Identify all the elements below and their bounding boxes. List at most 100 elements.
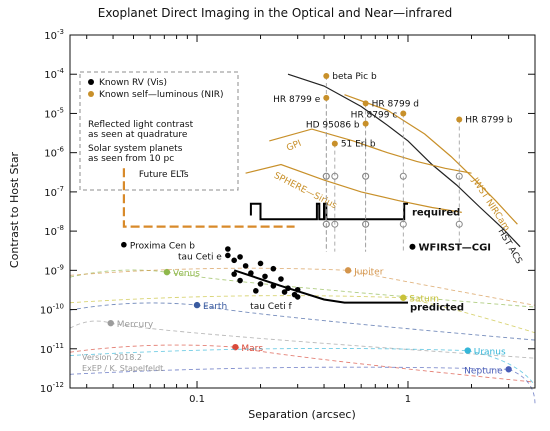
named-point-label: tau Ceti e: [178, 252, 222, 262]
projected-point: [331, 220, 339, 228]
projected-point: [362, 172, 370, 180]
y-tick-label: 10-3: [44, 28, 64, 42]
self-luminous-label: 51 Eri b: [341, 140, 376, 150]
solar-planet-label: Mercury: [117, 320, 154, 330]
planet-orbit: [69, 344, 236, 353]
projected-point: [455, 220, 463, 228]
projected-point: [455, 172, 463, 180]
legend-note: Reflected light contrast: [88, 120, 194, 130]
legend-box: [79, 71, 239, 191]
planet-orbit: [347, 269, 536, 306]
planet-orbit: [235, 346, 536, 383]
predicted-curve: [233, 269, 408, 304]
x-axis-label: Separation (arcsec): [248, 408, 356, 421]
self-luminous-label: HR 8799 c: [351, 110, 398, 120]
solar-planet-label: Earth: [203, 302, 227, 312]
solar-planet-label: Neptune: [464, 366, 503, 376]
solar-planet-point: [400, 294, 407, 301]
projected-point: [399, 172, 407, 180]
rv-planet-point: [270, 283, 277, 289]
y-tick-label: 10-11: [40, 342, 64, 356]
contrast-curve: [245, 163, 462, 213]
legend: Known RV (Vis) Known self—luminous (NIR) R…: [79, 71, 239, 191]
solar-system-orbits: VenusEarthMercuryMarsJupiterSaturnUranus…: [69, 267, 536, 405]
y-axis-label: Contrast to Host Star: [8, 151, 21, 268]
planet-orbit: [69, 295, 404, 304]
y-tick-label: 10-8: [44, 224, 64, 238]
y-tick-label: 10-5: [44, 106, 64, 120]
contrast-curve: [269, 128, 472, 174]
legend-note: as seen at quadrature: [88, 130, 188, 140]
future-elts-curve: [122, 168, 295, 228]
y-tick-label: 10-6: [44, 146, 64, 160]
rv-planet-point: [237, 277, 243, 284]
planet-orbit: [69, 267, 349, 276]
version-text: ExEP / K. Stapelfeldt: [82, 364, 163, 373]
planet-orbit: [110, 322, 536, 359]
data-points: [121, 73, 463, 300]
self-luminous-point: [323, 94, 330, 101]
self-luminous-label: beta Pic b: [332, 72, 377, 82]
named-point: [409, 243, 416, 250]
contrast-curve: [287, 73, 521, 248]
self-luminous-point: [456, 116, 463, 123]
planet-orbit: [69, 302, 198, 311]
legend-note: as seen from 10 pc: [88, 154, 174, 164]
rv-planet-point: [225, 252, 231, 259]
solar-planet-point: [505, 366, 512, 373]
rv-planet-point: [294, 286, 301, 293]
rv-planet-point: [231, 257, 237, 264]
solar-planet-point: [464, 347, 471, 354]
curve-label: JWST NIRCam: [469, 175, 511, 233]
solar-planet-label: Uranus: [474, 348, 506, 358]
rv-planet-point: [257, 281, 264, 287]
plot-frame: [69, 34, 536, 389]
x-tick-label: 0.1: [189, 394, 205, 405]
legend-marker: [88, 79, 94, 85]
projected-point: [362, 220, 370, 228]
self-luminous-label: HR 8799 d: [372, 99, 419, 109]
rv-planet-point: [231, 271, 237, 277]
y-tick-label: 10-10: [40, 303, 64, 317]
legend-note: Solar system planets: [88, 144, 183, 154]
planet-orbit: [69, 320, 111, 329]
solar-planet-point: [193, 301, 201, 309]
self-luminous-point: [331, 140, 338, 147]
solar-planet-label: Jupiter: [353, 267, 384, 277]
legend-entry: Known RV (Vis): [99, 78, 167, 88]
rv-planet-point: [285, 285, 291, 292]
rv-planet-point: [257, 260, 264, 267]
rv-planet-point: [225, 246, 231, 252]
solar-planet-point: [107, 319, 114, 327]
solar-planet-point: [163, 268, 171, 276]
planet-orbit: [166, 271, 536, 308]
self-luminous-label: HR 8799 b: [465, 116, 513, 126]
projected-point: [399, 220, 407, 228]
requirement-lines: Future ELTs required predicted: [122, 168, 464, 314]
projected-point: [322, 172, 330, 180]
y-tick-label: 10-7: [44, 185, 64, 199]
legend-entry: Known self—luminous (NIR): [99, 90, 224, 100]
solar-planet-point: [344, 267, 352, 274]
named-point-label: Proxima Cen b: [130, 242, 195, 252]
annotations: beta Pic b HR 8799 e HR 8799 dHR 8799 c HR …: [82, 72, 513, 373]
named-point-label: WFIRST—CGI: [418, 243, 491, 254]
solar-planet-label: Saturn: [409, 295, 439, 305]
axes: 10-310-410-510-610-710-810-910-1010-1110…: [40, 28, 536, 405]
rv-planet-point: [248, 270, 254, 276]
rv-planet-point: [278, 276, 284, 282]
planet-orbit: [196, 304, 536, 341]
chart-title: Exoplanet Direct Imaging in the Optical …: [98, 6, 452, 20]
planet-orbit: [69, 269, 167, 278]
required-curve: [249, 202, 408, 221]
planet-orbit: [508, 368, 536, 405]
rv-planet-point: [262, 273, 268, 280]
rv-planet-point: [121, 241, 127, 248]
self-luminous-label: HR 8799 e: [273, 95, 321, 105]
planet-orbit: [69, 348, 468, 357]
rv-planet-point: [253, 288, 259, 294]
planet-orbit: [403, 297, 536, 334]
y-tick-label: 10-9: [44, 263, 64, 277]
